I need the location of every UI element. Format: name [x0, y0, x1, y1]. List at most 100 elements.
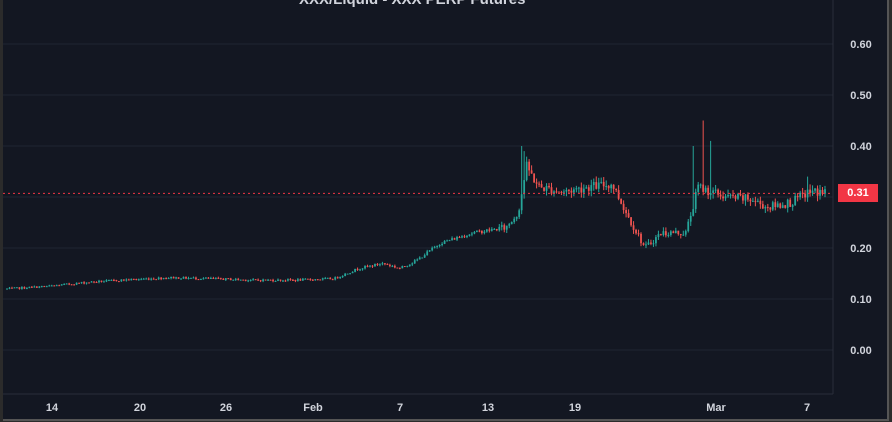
candle-body [13, 287, 16, 289]
candle-body [100, 280, 103, 282]
candle-body [814, 188, 816, 191]
candle-body [508, 224, 511, 226]
candle-body [446, 240, 448, 242]
x-tick-label: 20 [134, 402, 146, 414]
candle-body [150, 278, 153, 280]
candle-body [483, 231, 486, 234]
candle-body [187, 277, 190, 279]
candle-body [694, 191, 697, 210]
candle-body [75, 282, 78, 285]
candle-body [212, 277, 215, 279]
candle-body [408, 264, 411, 266]
candle-body [553, 191, 555, 194]
candle-body [55, 285, 58, 287]
candle-body [535, 182, 538, 184]
candle-body [428, 250, 431, 252]
candle-body [58, 285, 61, 287]
candle-body [505, 225, 508, 230]
candle-body [393, 265, 396, 268]
candle-body [30, 286, 33, 288]
candle-body [572, 189, 575, 193]
candle-body [8, 287, 11, 289]
candle-body [655, 237, 657, 244]
candle-body [426, 251, 429, 256]
candle-body [443, 240, 446, 244]
candle-body [190, 277, 192, 279]
candle-body [759, 200, 762, 205]
candle-body [433, 246, 436, 248]
candle-body [145, 278, 148, 280]
candle-body [617, 190, 620, 199]
candle-body [754, 200, 757, 202]
candle-body [488, 229, 491, 231]
candle-body [33, 286, 36, 288]
candle-body [642, 243, 645, 245]
candle-body [640, 233, 642, 244]
candle-body [177, 277, 180, 279]
candle-body [744, 194, 747, 201]
candle-body [401, 266, 404, 269]
candle-body [180, 278, 182, 280]
candle-body [63, 283, 66, 285]
candle-body [132, 278, 135, 280]
candle-body [635, 229, 637, 234]
candle-body [478, 230, 481, 232]
candle-body [90, 281, 93, 283]
candle-body [453, 238, 456, 240]
candle-body [35, 286, 38, 288]
candle-body [431, 247, 434, 251]
candle-body [677, 230, 680, 235]
candle-body [766, 206, 769, 208]
candle-body [742, 195, 744, 201]
candle-body [545, 185, 548, 191]
candle-body [804, 193, 807, 198]
candle-body [530, 170, 533, 174]
candle-body [172, 276, 175, 279]
candle-body [650, 242, 652, 244]
candle-body [781, 205, 784, 208]
candle-body [254, 279, 257, 281]
candle-body [272, 279, 274, 282]
candle-body [21, 287, 23, 289]
candle-body [316, 279, 319, 281]
candle-body [386, 263, 389, 265]
candle-body [794, 195, 797, 206]
last-price-badge: 0.31 [838, 184, 878, 203]
candle-body [384, 263, 386, 265]
candle-body [170, 276, 172, 279]
candle-body [490, 229, 493, 231]
candle-body [73, 284, 76, 286]
candle-body [120, 279, 123, 282]
candle-body [495, 228, 498, 231]
candle-body [127, 279, 130, 281]
candle-body [436, 246, 439, 248]
y-tick-label: 0.60 [850, 39, 871, 51]
candle-body [182, 276, 185, 279]
candle-body [80, 282, 83, 284]
candle-body [388, 264, 391, 266]
candle-body [719, 194, 722, 197]
candle-body [727, 195, 729, 197]
candle-body [200, 278, 202, 280]
candle-body [364, 265, 366, 269]
candle-body [247, 280, 250, 282]
candle-body [214, 277, 217, 279]
candle-body [406, 265, 409, 267]
candle-body [528, 161, 531, 171]
candle-body [607, 186, 610, 189]
candle-body [294, 280, 297, 282]
candle-body [229, 278, 232, 281]
candle-body [68, 283, 71, 285]
candle-body [555, 191, 558, 193]
candle-body [301, 278, 304, 281]
candle-body [769, 207, 772, 210]
candle-body [227, 278, 230, 280]
candle-body [565, 189, 568, 192]
candle-body [811, 190, 814, 193]
candle-body [93, 281, 95, 283]
price-chart[interactable]: 0.600.500.400.300.200.100.00142026Feb713… [3, 0, 887, 419]
candle-body [605, 186, 608, 188]
candle-body [776, 203, 779, 208]
candle-body [65, 283, 68, 285]
candle-body [570, 190, 573, 193]
